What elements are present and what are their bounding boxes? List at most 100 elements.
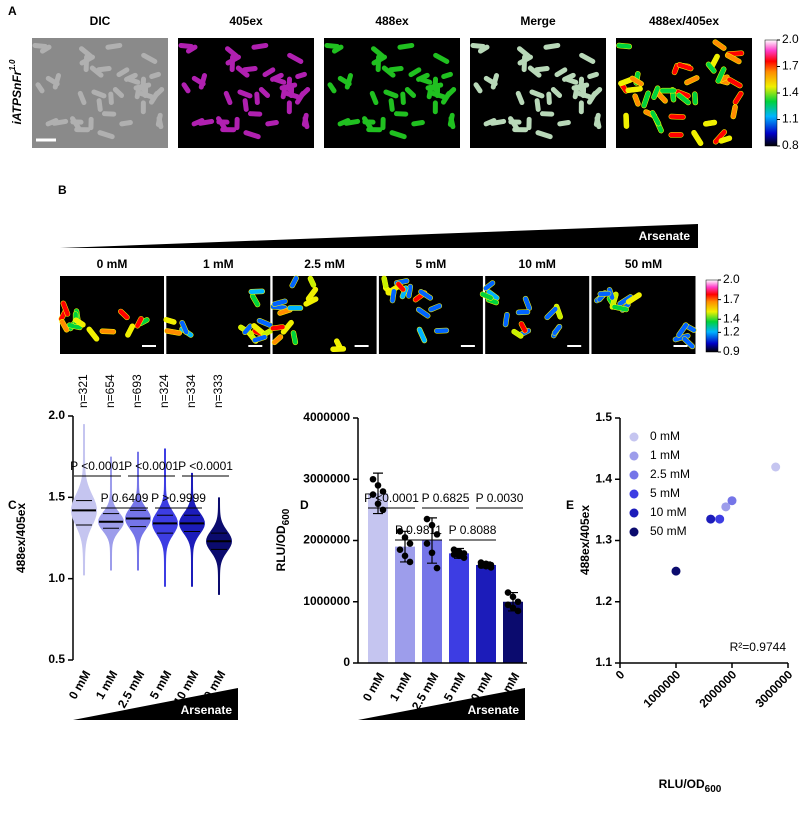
cell [258,87,271,98]
cell [554,67,568,78]
cell [265,119,279,127]
data-point [369,475,377,483]
bar [395,546,415,663]
cell [125,323,136,338]
data-point [482,562,490,570]
cell [651,85,661,100]
column-title: Merge [520,14,556,28]
cell [216,116,227,131]
cell [479,291,494,301]
data-point [433,564,441,572]
column-title: 10 mM [519,257,556,271]
row-label-text: iATPSnFr [10,69,24,124]
cell [388,98,395,112]
cell [395,281,406,293]
column-title: 488ex/405ex [649,14,719,28]
scatter-point [727,496,737,506]
cell [625,292,642,305]
legend-swatch [629,432,639,442]
cell [179,320,189,335]
x-tick-label: 1 mM [93,668,120,702]
cell [108,91,114,106]
colorbar-tick-label: 1.4 [782,85,799,99]
cell [483,280,496,292]
cell [434,84,441,99]
cell [705,61,717,74]
x-tick-label: 3000000 [752,667,795,710]
cell [178,42,194,50]
cell [88,116,94,131]
cell [563,76,579,85]
cell [105,42,123,50]
cell [508,116,519,131]
cell [286,100,292,115]
cell [447,112,455,127]
cell [271,76,287,85]
x-tick-label: 1 mM [387,670,414,704]
cell [118,308,130,321]
cell [303,296,319,307]
cell [417,76,433,85]
cell [428,303,443,313]
cell [732,90,744,105]
colorbar-tick-label: 2.0 [723,272,740,286]
cell [483,75,498,87]
y-tick-label: 1.2 [595,594,612,608]
cell [70,116,81,131]
x-tick-label: 5 mM [441,670,468,704]
y-tick-label: 1.5 [595,410,612,424]
cell [141,52,158,64]
cell [393,111,409,117]
comparison-label: P <0.0001 [70,459,125,473]
y-tick-label: 1.5 [48,490,65,504]
cell [91,89,107,99]
cell [225,54,242,66]
data-point [401,534,409,541]
cell [726,76,743,89]
cell [502,311,510,328]
scatter-point [771,462,781,472]
cell [287,305,304,311]
cell [703,119,718,127]
y-axis-label-part: 600 [281,508,292,525]
cell [597,290,612,297]
cell [89,65,104,78]
comparison-label: P >0.9999 [151,491,206,505]
cell [543,42,561,50]
legend-label: 10 mM [650,505,687,519]
cell [295,71,307,79]
cell [307,275,317,288]
cell [59,319,70,333]
data-point [477,562,485,569]
panel-label: A [8,4,17,18]
cell [550,87,563,98]
cell [142,84,149,99]
cell [254,91,260,106]
cell [119,119,133,127]
micrograph-cells [470,42,603,140]
colorbar-tick-label: 0.8 [782,138,799,152]
legend-label: 5 mM [650,486,680,500]
colorbar [705,279,719,353]
cell [235,65,250,78]
comparison-label: P <0.0001 [364,491,419,505]
cell [262,67,276,78]
row-label: iATPSnFr1.0 [8,59,24,124]
cell [330,346,347,353]
cell [659,87,677,94]
cell [77,90,87,106]
violin [179,472,205,587]
y-axis-label: 488ex/405ex [14,503,28,573]
y-axis-label: 488ex/405ex [578,505,592,575]
cell [134,86,142,100]
scatter-point [706,514,716,524]
x-tick-label: 0 [613,667,628,682]
data-point [450,551,458,558]
cell [191,75,206,87]
cell [101,111,117,117]
data-point [455,552,463,560]
comparison-label: P 0.9811 [395,523,442,537]
y-tick-label: 3000000 [303,471,350,485]
legend-swatch [629,508,639,518]
micrograph-cells [163,288,277,344]
